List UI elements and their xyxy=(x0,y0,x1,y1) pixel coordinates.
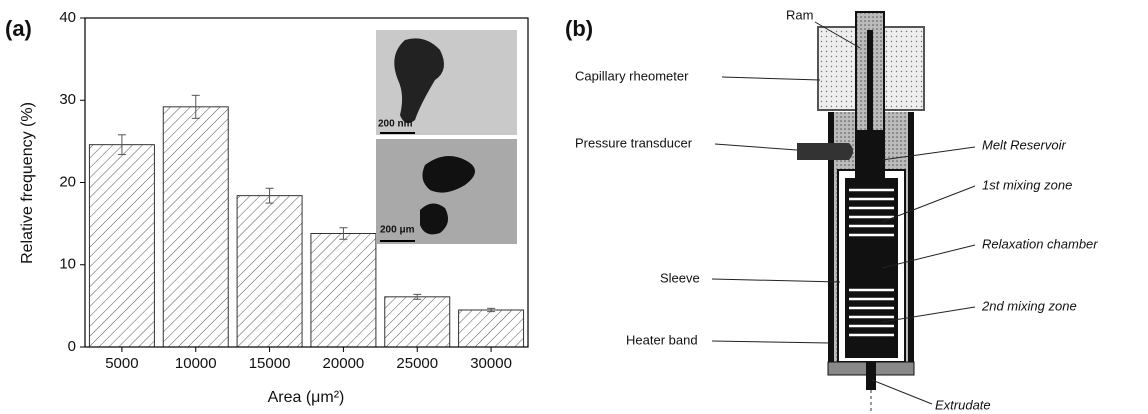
melt-reservoir xyxy=(857,130,883,180)
y-tick-label: 10 xyxy=(59,256,76,273)
label: Sleeve xyxy=(660,270,700,285)
zone-label: 1st mixing zone xyxy=(982,177,1072,192)
x-tick-label: 10000 xyxy=(175,355,217,372)
particle xyxy=(394,38,444,124)
scale-label: 200 μm xyxy=(380,225,415,236)
label: Pressure transducer xyxy=(575,135,693,150)
bar-chart: (a) Relative frequency (%) Area (μm²) 0 1… xyxy=(5,9,529,406)
y-tick-label: 0 xyxy=(68,338,76,355)
panel-label: (b) xyxy=(565,16,593,41)
zone-label: 2nd mixing zone xyxy=(981,298,1077,313)
zone-label: Melt Reservoir xyxy=(982,137,1066,152)
bar xyxy=(384,296,451,348)
x-axis-title: Area (μm²) xyxy=(268,389,345,406)
leader-lines xyxy=(711,21,976,405)
panel-label: (a) xyxy=(5,16,32,41)
bar xyxy=(88,144,155,348)
inset-images: 200 nm 200 μm xyxy=(376,30,517,244)
label: Heater band xyxy=(626,332,698,347)
die-core xyxy=(845,178,898,358)
error-bar xyxy=(487,307,496,313)
label: Ram xyxy=(786,7,813,22)
bar xyxy=(236,195,303,348)
error-bar xyxy=(413,293,422,300)
plot-frame xyxy=(84,17,529,348)
label: Capillary rheometer xyxy=(575,68,689,83)
bar xyxy=(310,232,377,348)
y-tick-label: 40 xyxy=(59,9,76,26)
mixing-elements xyxy=(849,188,894,337)
particle xyxy=(422,156,475,193)
x-tick-label: 15000 xyxy=(249,355,291,372)
error-bar xyxy=(117,134,126,156)
y-tick-label: 20 xyxy=(59,173,76,190)
x-tick-label: 20000 xyxy=(323,355,365,372)
ram-rod xyxy=(867,30,873,140)
x-tick-label: 5000 xyxy=(105,355,138,372)
zone-label: Relaxation chamber xyxy=(982,236,1098,251)
error-bar xyxy=(339,227,348,240)
bar xyxy=(458,309,525,348)
x-tick-label: 25000 xyxy=(396,355,438,372)
bar xyxy=(162,106,229,348)
nozzle xyxy=(866,362,876,390)
diagram: (b) Ram Capillary xyxy=(565,7,1098,412)
error-bar xyxy=(265,187,274,204)
x-tick-label: 30000 xyxy=(470,355,512,372)
y-tick-label: 30 xyxy=(59,91,76,108)
pressure-transducer xyxy=(797,143,853,160)
zone-label: Extrudate xyxy=(935,397,991,412)
error-bar xyxy=(191,94,200,119)
y-axis-title: Relative frequency (%) xyxy=(19,102,36,264)
scale-label: 200 nm xyxy=(378,119,413,130)
particle xyxy=(420,203,449,235)
